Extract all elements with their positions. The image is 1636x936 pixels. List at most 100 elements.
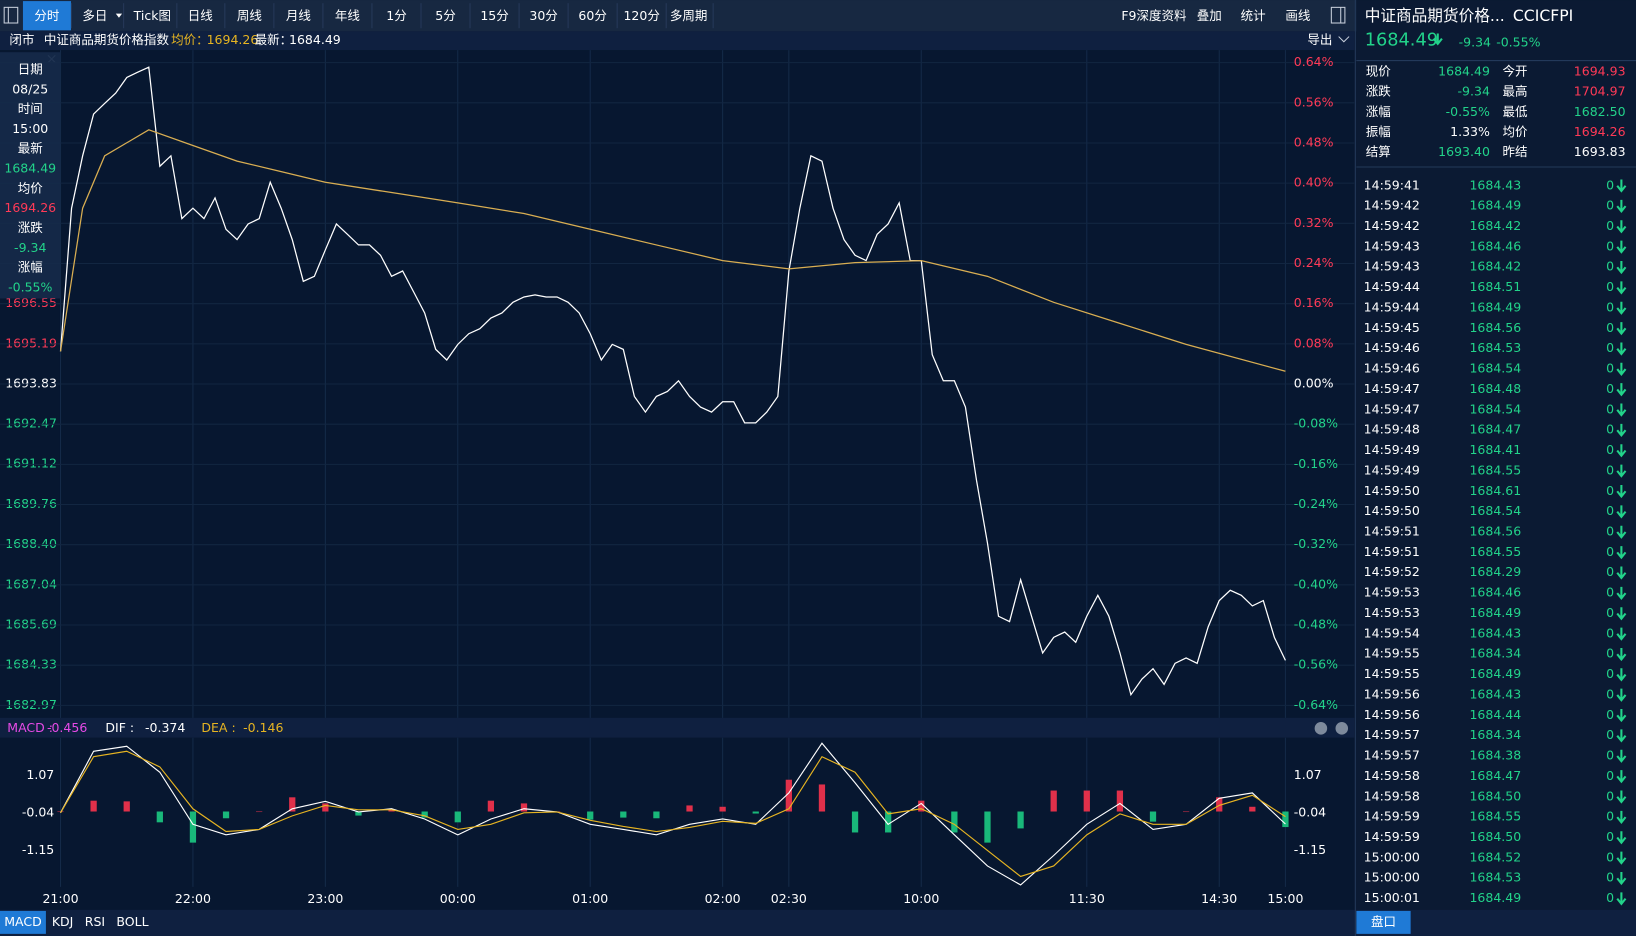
x-tick-label: 15:00	[1267, 891, 1303, 906]
macd-bar	[686, 805, 693, 812]
trade-arrow	[1616, 810, 1627, 825]
macd-bar	[653, 811, 660, 819]
trade-arrow	[1616, 831, 1627, 845]
trade-volume: 0	[1606, 870, 1614, 885]
toolbar-tab[interactable]: 15分	[480, 8, 509, 23]
legend-label: DEA :	[201, 720, 235, 735]
y-tick-label: 1695.19	[5, 335, 57, 350]
trade-volume: 0	[1606, 483, 1614, 498]
quote-value: 1694.93	[1574, 64, 1626, 79]
trade-price: 1684.38	[1469, 748, 1521, 763]
trade-time: 14:59:50	[1364, 503, 1420, 518]
trade-arrow	[1616, 423, 1627, 438]
toolbar-tab[interactable]: 60分	[578, 8, 607, 23]
macd-bar	[1017, 811, 1024, 829]
macd-header	[0, 717, 1355, 738]
toolbar-tab[interactable]: 30分	[529, 8, 558, 23]
trade-volume: 0	[1606, 727, 1614, 742]
trade-price: 1684.49	[1469, 890, 1521, 905]
trade-time: 14:59:56	[1364, 686, 1420, 701]
trade-arrow	[1616, 709, 1627, 723]
quote-pct: -0.55%	[1496, 34, 1540, 49]
toolbar-action[interactable]: F9深度资料	[1121, 8, 1187, 23]
toolbar-tab[interactable]: 年线	[335, 8, 361, 23]
toolbar-tab[interactable]: Tick图	[133, 8, 171, 23]
toolbar-tab[interactable]: 周线	[237, 8, 263, 23]
settings-icon[interactable]	[1335, 722, 1349, 735]
tooltip-label: 时间	[18, 101, 43, 116]
trade-volume: 0	[1606, 564, 1614, 579]
trade-arrow	[1616, 851, 1627, 865]
toolbar-tab[interactable]: 1分	[386, 8, 407, 23]
trade-arrow	[1616, 668, 1627, 682]
toolbar-tab[interactable]: 120分	[623, 8, 660, 23]
toolbar-action[interactable]: 统计	[1241, 8, 1266, 23]
trade-time: 14:59:44	[1364, 279, 1420, 294]
y2-tick-label: 0.56%	[1294, 94, 1334, 109]
x-tick-label: 21:00	[42, 891, 78, 906]
side-tab[interactable]: 盘口	[1371, 914, 1396, 929]
trade-price: 1684.44	[1469, 707, 1521, 722]
trade-time: 14:59:55	[1364, 666, 1420, 681]
trade-price: 1684.43	[1469, 625, 1521, 640]
tab-active	[22, 1, 71, 31]
macd-bar	[1149, 811, 1157, 822]
toolbar-tab[interactable]: 5分	[435, 8, 456, 23]
toolbar-tab[interactable]: 分时	[34, 8, 60, 23]
macd-bar	[487, 800, 495, 812]
trade-volume: 0	[1606, 585, 1614, 600]
x-tick-label: 22:00	[175, 891, 211, 906]
y-tick-label: 1682.97	[5, 697, 57, 712]
trade-price: 1684.41	[1469, 442, 1521, 457]
indicator-tab[interactable]: MACD	[4, 914, 42, 929]
toolbar-action[interactable]: 画线	[1285, 8, 1311, 23]
indicator-tab[interactable]: KDJ	[52, 914, 74, 929]
y2-tick-label: -0.24%	[1294, 496, 1338, 511]
trade-time: 14:59:46	[1364, 340, 1420, 355]
y2-tick-label: 0.48%	[1294, 134, 1334, 149]
toolbar-tab[interactable]: 多周期	[670, 8, 708, 23]
trade-arrow	[1616, 647, 1627, 662]
trade-price: 1684.48	[1469, 381, 1521, 396]
toolbar-tab[interactable]: 多日	[82, 8, 107, 23]
indicator-tab[interactable]: RSI	[85, 914, 105, 929]
trade-volume: 0	[1606, 218, 1614, 233]
toolbar	[0, 0, 1357, 32]
trade-volume: 0	[1606, 422, 1614, 437]
macd-bar	[454, 811, 461, 823]
trade-volume: 0	[1606, 748, 1614, 763]
trade-volume: 0	[1606, 646, 1614, 661]
chart-header	[0, 31, 1355, 51]
macd-bar	[421, 811, 428, 818]
toolbar-tab[interactable]: 月线	[286, 8, 312, 23]
avg-line	[59, 129, 1286, 372]
tooltip-value: -9.34	[14, 240, 46, 255]
panel-icon[interactable]	[3, 6, 19, 24]
trade-volume: 0	[1606, 361, 1614, 376]
trade-volume: 0	[1606, 503, 1614, 518]
quote-value: 1.33%	[1450, 124, 1490, 139]
toolbar-action[interactable]: 叠加	[1197, 8, 1222, 23]
trade-volume: 0	[1606, 279, 1614, 294]
quote-value: -0.55%	[1446, 104, 1490, 119]
toolbar-tab[interactable]: 日线	[188, 8, 214, 23]
export[interactable]: 导出	[1307, 32, 1332, 47]
last-label: 最新：	[255, 32, 293, 47]
quote-label: 涨幅	[1366, 104, 1391, 119]
macd-bar	[851, 811, 859, 833]
trade-time: 14:59:59	[1364, 809, 1420, 824]
macd-bar	[620, 811, 627, 818]
y-tick-label: 1684.33	[5, 657, 57, 672]
indicator-tab[interactable]: BOLL	[116, 914, 148, 929]
trade-time: 14:59:49	[1364, 462, 1420, 477]
x-tick-label: 10:00	[903, 891, 939, 906]
trade-volume: 0	[1606, 177, 1614, 192]
panel-icon[interactable]	[1330, 6, 1346, 24]
close-icon[interactable]	[1314, 722, 1328, 735]
y2-tick-label: -0.40%	[1294, 576, 1338, 591]
down-arrow	[1432, 33, 1443, 46]
trade-price: 1684.42	[1469, 259, 1521, 274]
quote-value: 1693.40	[1438, 144, 1490, 159]
y-tick-label: 1691.12	[5, 456, 57, 471]
x-tick-label: 02:30	[771, 891, 807, 906]
